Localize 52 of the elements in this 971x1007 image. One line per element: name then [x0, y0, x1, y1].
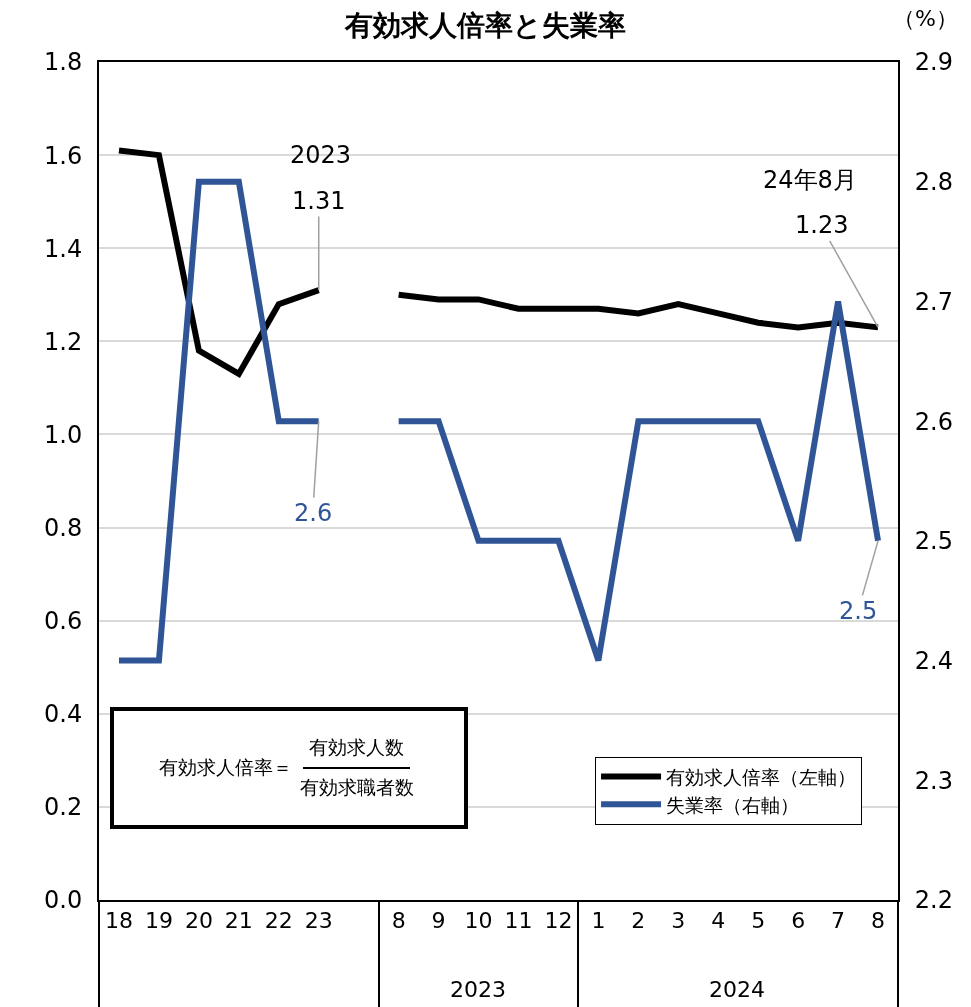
data-label: 1.31 — [292, 187, 346, 215]
y-tick-label: 0.4 — [44, 700, 83, 729]
data-label: 1.23 — [795, 211, 849, 239]
x-tick-label: 5 — [751, 908, 766, 934]
y2-tick-label: 2.4 — [914, 646, 953, 675]
y2-tick-label: 2.5 — [914, 527, 953, 556]
chart-title: 有効求人倍率と失業率 — [344, 8, 626, 42]
x-tick-label: 21 — [224, 908, 253, 934]
y-tick-label: 1.0 — [44, 420, 83, 449]
y-tick-label: 0.2 — [44, 793, 83, 822]
y2-tick-label: 2.3 — [914, 766, 953, 795]
x-tick-label: 8 — [391, 908, 406, 934]
x-tick-label: 19 — [144, 908, 173, 934]
y2-tick-label: 2.8 — [914, 168, 953, 197]
y-tick-label: 0.6 — [44, 607, 83, 636]
y2-tick-label: 2.6 — [914, 407, 953, 436]
y-tick-label: 0.0 — [44, 886, 83, 915]
annotation: 24年8月 — [763, 166, 857, 194]
annotation: 有効求人倍率＝ — [158, 755, 292, 780]
annotation: 有効求職者数 — [298, 775, 415, 800]
x-tick-label: 10 — [464, 908, 493, 934]
x-tick-label: 11 — [504, 908, 533, 934]
x-tick-label: 7 — [831, 908, 846, 934]
text: 2024 — [709, 977, 765, 1002]
legend-label: 失業率（右軸） — [666, 793, 800, 816]
y-tick-label: 1.6 — [44, 141, 83, 170]
annotation: 有効求人数 — [303, 735, 410, 769]
y2-axis-title: （%） — [893, 6, 958, 31]
y2-tick-label: 2.7 — [914, 287, 953, 316]
x-tick-label: 22 — [264, 908, 293, 934]
x-tick-label: 23 — [304, 908, 333, 934]
x-tick-label: 2 — [631, 908, 646, 934]
y-tick-label: 1.8 — [44, 48, 83, 77]
data-label: 2.5 — [839, 597, 878, 625]
y-tick-label: 1.2 — [44, 327, 83, 356]
y-tick-label: 1.4 — [44, 234, 83, 263]
x-tick-label: 9 — [431, 908, 446, 934]
x-tick-label: 6 — [791, 908, 806, 934]
x-tick-label: 8 — [871, 908, 886, 934]
x-tick-label: 20 — [184, 908, 213, 934]
x-tick-label: 3 — [671, 908, 686, 934]
x-tick-label: 4 — [711, 908, 726, 934]
annotation: 2023 — [290, 141, 352, 169]
x-tick-label: 1 — [591, 908, 606, 934]
y2-tick-label: 2.9 — [914, 48, 953, 77]
legend-label: 有効求人倍率（左軸） — [666, 765, 857, 788]
x-tick-label: 12 — [544, 908, 573, 934]
text: 2023 — [450, 977, 506, 1002]
x-tick-label: 18 — [104, 908, 133, 934]
data-label: 2.6 — [294, 499, 333, 527]
y2-tick-label: 2.2 — [914, 886, 953, 915]
y-tick-label: 0.8 — [44, 513, 83, 542]
